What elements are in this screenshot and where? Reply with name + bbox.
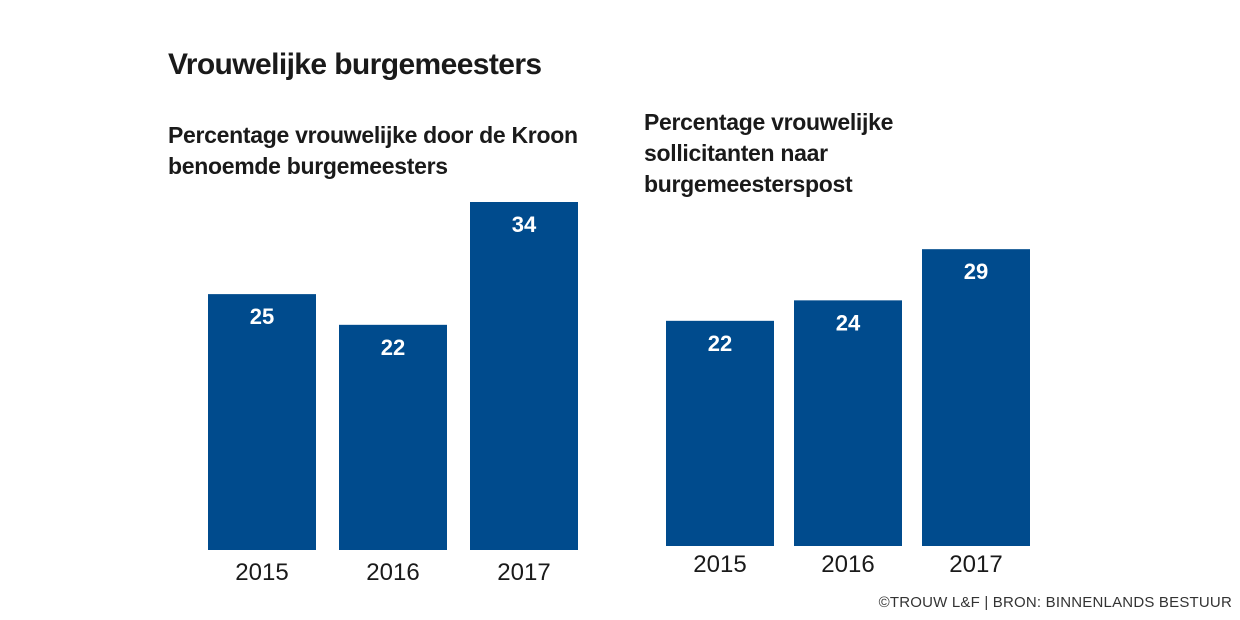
chart-1-title: Percentage vrouwelijke door de Kroon ben…	[168, 122, 578, 179]
chart-1-value-label-2015: 25	[250, 304, 274, 329]
source-credit: ©TROUW L&F | BRON: BINNENLANDS BESTUUR	[878, 594, 1232, 611]
chart-1-bar-2017	[470, 202, 578, 550]
chart-2-value-label-2017: 29	[964, 259, 988, 284]
chart-2-bar-2016	[794, 300, 902, 546]
chart-1-plot: 25 2015 22 2016 34 2017	[208, 202, 578, 586]
chart-1-value-label-2017: 34	[512, 212, 537, 237]
chart-1-bar-2015	[208, 294, 316, 550]
chart-2-category-label-2016: 2016	[821, 551, 874, 578]
chart-1-category-label-2016: 2016	[366, 559, 419, 586]
chart-1-category-label-2017: 2017	[497, 559, 550, 586]
chart-2-category-label-2017: 2017	[949, 551, 1002, 578]
chart-2-bar-2017	[922, 249, 1030, 547]
chart-2-bar-2015	[666, 320, 774, 546]
chart-2-plot: 22 2015 24 2016 29 2017	[666, 249, 1030, 578]
page-title: Vrouwelijke burgemeesters	[168, 48, 542, 81]
chart-2-value-label-2016: 24	[836, 310, 861, 335]
chart-2-category-label-2015: 2015	[693, 551, 746, 578]
chart-2-title: Percentage vrouwelijke sollicitanten naa…	[644, 109, 894, 197]
chart-1-category-label-2015: 2015	[235, 559, 288, 586]
chart-1-value-label-2016: 22	[381, 335, 405, 360]
chart-2-value-label-2015: 22	[708, 331, 732, 356]
chart-1-bar-2016	[339, 324, 447, 550]
